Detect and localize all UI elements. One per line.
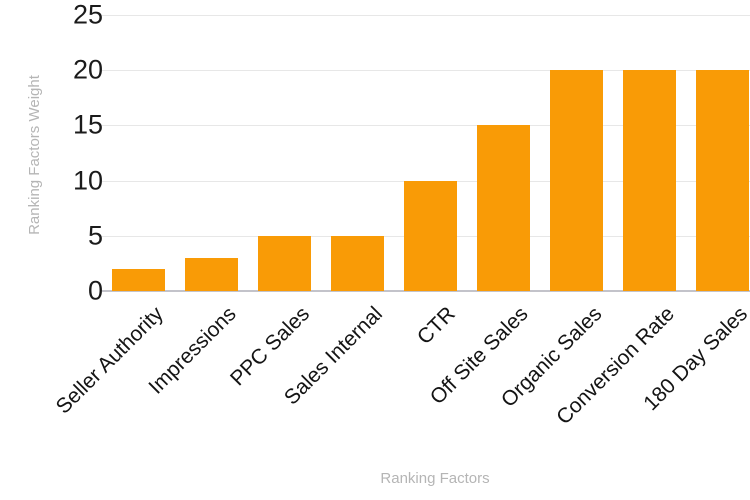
y-axis-title: Ranking Factors Weight bbox=[26, 75, 43, 235]
bar bbox=[331, 235, 384, 291]
y-tick-label: 5 bbox=[87, 220, 103, 251]
gridline bbox=[102, 70, 750, 72]
bar bbox=[258, 235, 311, 291]
bar bbox=[696, 70, 749, 291]
y-tick-label: 20 bbox=[72, 54, 103, 85]
y-tick-label: 25 bbox=[72, 0, 103, 30]
y-tick-label: 10 bbox=[72, 165, 103, 196]
gridline bbox=[102, 15, 750, 16]
bar bbox=[112, 268, 165, 291]
bar bbox=[550, 70, 603, 291]
bar bbox=[623, 70, 676, 291]
x-tick-label-text: Seller Authority bbox=[51, 302, 169, 419]
x-tick-label-text: CTR bbox=[413, 302, 461, 350]
bar bbox=[477, 125, 530, 291]
gridline bbox=[102, 125, 750, 127]
bar bbox=[404, 180, 457, 291]
y-tick-label: 0 bbox=[87, 275, 103, 306]
y-tick-label: 15 bbox=[72, 109, 103, 140]
x-axis-line bbox=[102, 290, 750, 292]
x-axis-title: Ranking Factors bbox=[380, 470, 490, 487]
plot-area bbox=[102, 15, 750, 292]
bar bbox=[185, 257, 238, 291]
